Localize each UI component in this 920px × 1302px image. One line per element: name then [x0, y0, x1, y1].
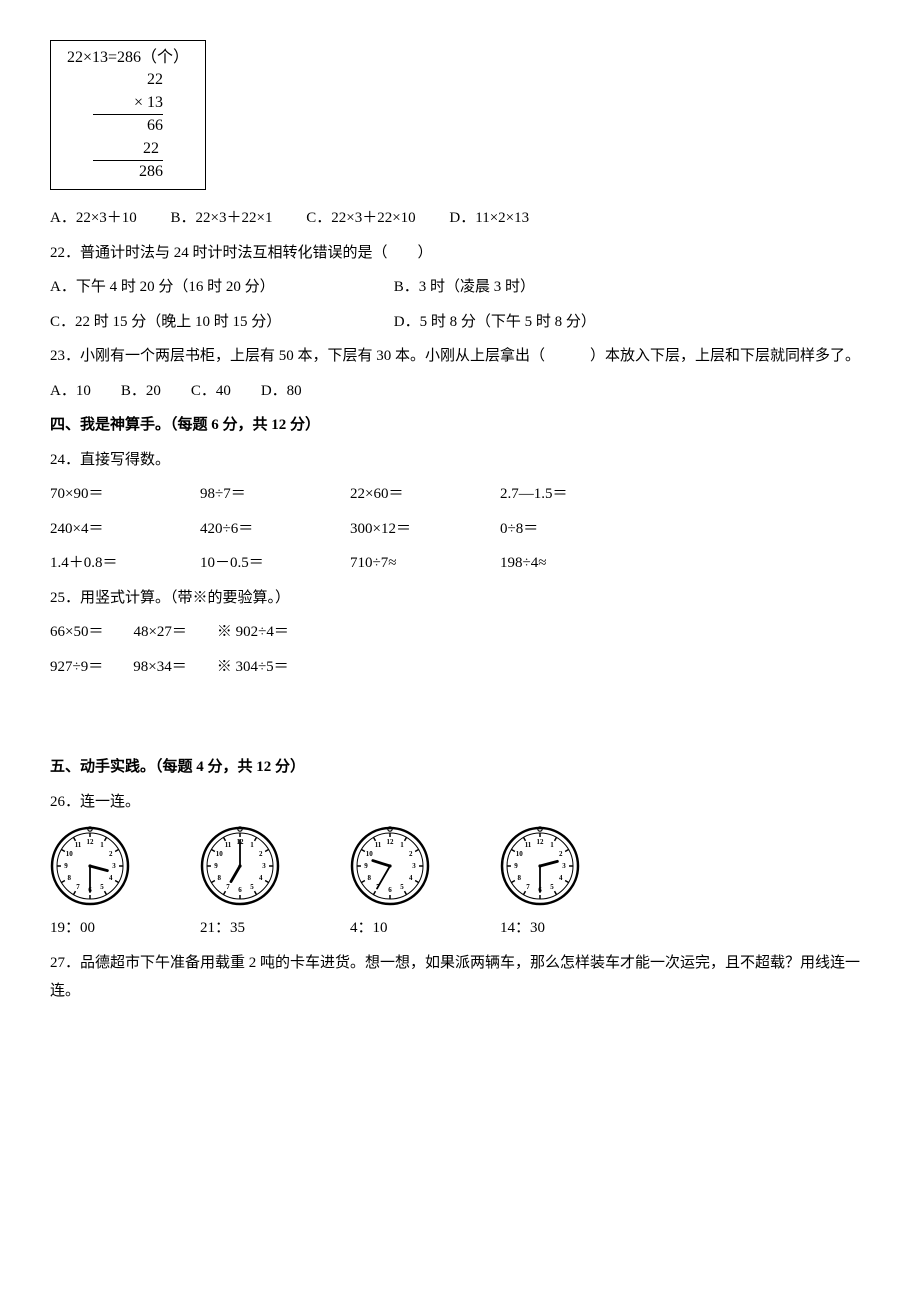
svg-text:2: 2 — [409, 850, 413, 858]
svg-text:1: 1 — [100, 842, 104, 850]
q23-stem: 23．小刚有一个两层书柜，上层有 50 本，下层有 30 本。小刚从上层拿出（ … — [50, 342, 870, 371]
svg-text:11: 11 — [375, 842, 382, 850]
svg-text:1: 1 — [400, 842, 404, 850]
q24-r2d: 0÷8＝ — [500, 515, 650, 544]
clock-label-2: 21：35 — [200, 914, 280, 943]
svg-text:4: 4 — [259, 874, 263, 882]
svg-text:7: 7 — [76, 883, 80, 891]
svg-text:12: 12 — [537, 838, 545, 846]
q24-r3b: 10－0.5＝ — [200, 549, 350, 578]
q24-r2a: 240×4＝ — [50, 515, 200, 544]
q24-stem: 24．直接写得数。 — [50, 446, 870, 475]
q24-r3a: 1.4＋0.8＝ — [50, 549, 200, 578]
calc-box: 22×13=286（个） 22 × 13 66 22 286 — [50, 40, 206, 190]
svg-text:2: 2 — [259, 850, 263, 858]
svg-text:1: 1 — [550, 842, 554, 850]
calc-p1: 66 — [93, 115, 163, 137]
clock-label-3: 4：10 — [350, 914, 430, 943]
sec4-head: 四、我是神算手。（每题 6 分，共 12 分） — [50, 411, 870, 440]
q25-r2: 927÷9＝ 98×34＝ ※ 304÷5＝ — [50, 653, 870, 682]
sec5-head: 五、动手实践。（每题 4 分，共 12 分） — [50, 753, 870, 782]
q24-r2b: 420÷6＝ — [200, 515, 350, 544]
svg-text:3: 3 — [112, 862, 116, 870]
q21-opt-a: A．22×3＋10 — [50, 210, 137, 226]
q24-row1: 70×90＝ 98÷7＝ 22×60＝ 2.7—1.5＝ — [50, 480, 870, 509]
q24-row3: 1.4＋0.8＝ 10－0.5＝ 710÷7≈ 198÷4≈ — [50, 549, 870, 578]
svg-text:3: 3 — [412, 862, 416, 870]
calc-vertical: 22 × 13 66 22 286 — [93, 69, 163, 183]
svg-text:5: 5 — [100, 883, 104, 891]
calc-top: 22×13=286（个） — [67, 47, 189, 69]
calc-n1: 22 — [93, 69, 163, 91]
q27-stem: 27．品德超市下午准备用载重 2 吨的卡车进货。想一想，如果派两辆车，那么怎样装… — [50, 949, 870, 1006]
clock-1: 123456789101112 — [50, 826, 130, 906]
svg-text:11: 11 — [75, 842, 82, 850]
svg-text:6: 6 — [238, 886, 242, 894]
svg-text:11: 11 — [225, 842, 232, 850]
clock-label-4: 14：30 — [500, 914, 580, 943]
svg-text:6: 6 — [388, 886, 392, 894]
svg-text:8: 8 — [367, 874, 371, 882]
svg-text:5: 5 — [400, 883, 404, 891]
q22-stem: 22．普通计时法与 24 时计时法互相转化错误的是（ ） — [50, 239, 870, 268]
svg-text:7: 7 — [226, 883, 230, 891]
q25-stem: 25．用竖式计算。（带※的要验算。） — [50, 584, 870, 613]
q21-opt-b: B．22×3＋22×1 — [171, 210, 273, 226]
svg-text:8: 8 — [217, 874, 221, 882]
svg-text:8: 8 — [517, 874, 521, 882]
q24-r2c: 300×12＝ — [350, 515, 500, 544]
q21-opt-d: D．11×2×13 — [449, 210, 529, 226]
calc-p2: 22 — [93, 138, 163, 161]
svg-text:4: 4 — [109, 874, 113, 882]
svg-text:11: 11 — [525, 842, 532, 850]
svg-text:10: 10 — [66, 850, 74, 858]
q22-opt-c: C．22 时 15 分（晚上 10 时 15 分） — [50, 308, 390, 337]
svg-text:10: 10 — [366, 850, 374, 858]
clocks-row: 123456789101112 123456789101112 12345678… — [50, 826, 870, 906]
svg-text:9: 9 — [64, 862, 68, 870]
q24-r3d: 198÷4≈ — [500, 549, 650, 578]
svg-text:12: 12 — [387, 838, 395, 846]
svg-text:9: 9 — [514, 862, 518, 870]
q24-r3c: 710÷7≈ — [350, 549, 500, 578]
svg-text:2: 2 — [109, 850, 113, 858]
q22-opt-d: D．5 时 8 分（下午 5 时 8 分） — [394, 314, 596, 330]
clock-3: 123456789101112 — [350, 826, 430, 906]
svg-text:5: 5 — [550, 883, 554, 891]
svg-text:12: 12 — [87, 838, 95, 846]
q22-opt-a: A．下午 4 时 20 分（16 时 20 分） — [50, 273, 390, 302]
svg-text:8: 8 — [67, 874, 71, 882]
svg-text:2: 2 — [559, 850, 563, 858]
svg-text:9: 9 — [364, 862, 368, 870]
calc-res: 286 — [93, 161, 163, 183]
clock-labels: 19：00 21：35 4：10 14：30 — [50, 914, 870, 943]
svg-text:3: 3 — [562, 862, 566, 870]
q22-row1: A．下午 4 时 20 分（16 时 20 分） B．3 时（凌晨 3 时） — [50, 273, 870, 302]
calc-n2: × 13 — [93, 92, 163, 115]
svg-text:7: 7 — [526, 883, 530, 891]
q22-opt-b: B．3 时（凌晨 3 时） — [394, 279, 535, 295]
q24-r1a: 70×90＝ — [50, 480, 200, 509]
q22-row2: C．22 时 15 分（晚上 10 时 15 分） D．5 时 8 分（下午 5… — [50, 308, 870, 337]
q23-opts: A．10 B．20 C．40 D．80 — [50, 377, 870, 406]
clock-label-1: 19：00 — [50, 914, 130, 943]
svg-text:10: 10 — [516, 850, 524, 858]
q24-r1d: 2.7—1.5＝ — [500, 480, 650, 509]
clock-2: 123456789101112 — [200, 826, 280, 906]
svg-text:5: 5 — [250, 883, 254, 891]
svg-text:4: 4 — [559, 874, 563, 882]
q21-opt-c: C．22×3＋22×10 — [306, 210, 415, 226]
q24-row2: 240×4＝ 420÷6＝ 300×12＝ 0÷8＝ — [50, 515, 870, 544]
svg-text:1: 1 — [250, 842, 254, 850]
q21-options: A．22×3＋10 B．22×3＋22×1 C．22×3＋22×10 D．11×… — [50, 204, 870, 233]
clock-4: 123456789101112 — [500, 826, 580, 906]
q24-r1c: 22×60＝ — [350, 480, 500, 509]
q25-r1: 66×50＝ 48×27＝ ※ 902÷4＝ — [50, 618, 870, 647]
svg-text:9: 9 — [214, 862, 218, 870]
q26-stem: 26．连一连。 — [50, 788, 870, 817]
svg-text:4: 4 — [409, 874, 413, 882]
svg-text:3: 3 — [262, 862, 266, 870]
q24-r1b: 98÷7＝ — [200, 480, 350, 509]
svg-text:10: 10 — [216, 850, 224, 858]
